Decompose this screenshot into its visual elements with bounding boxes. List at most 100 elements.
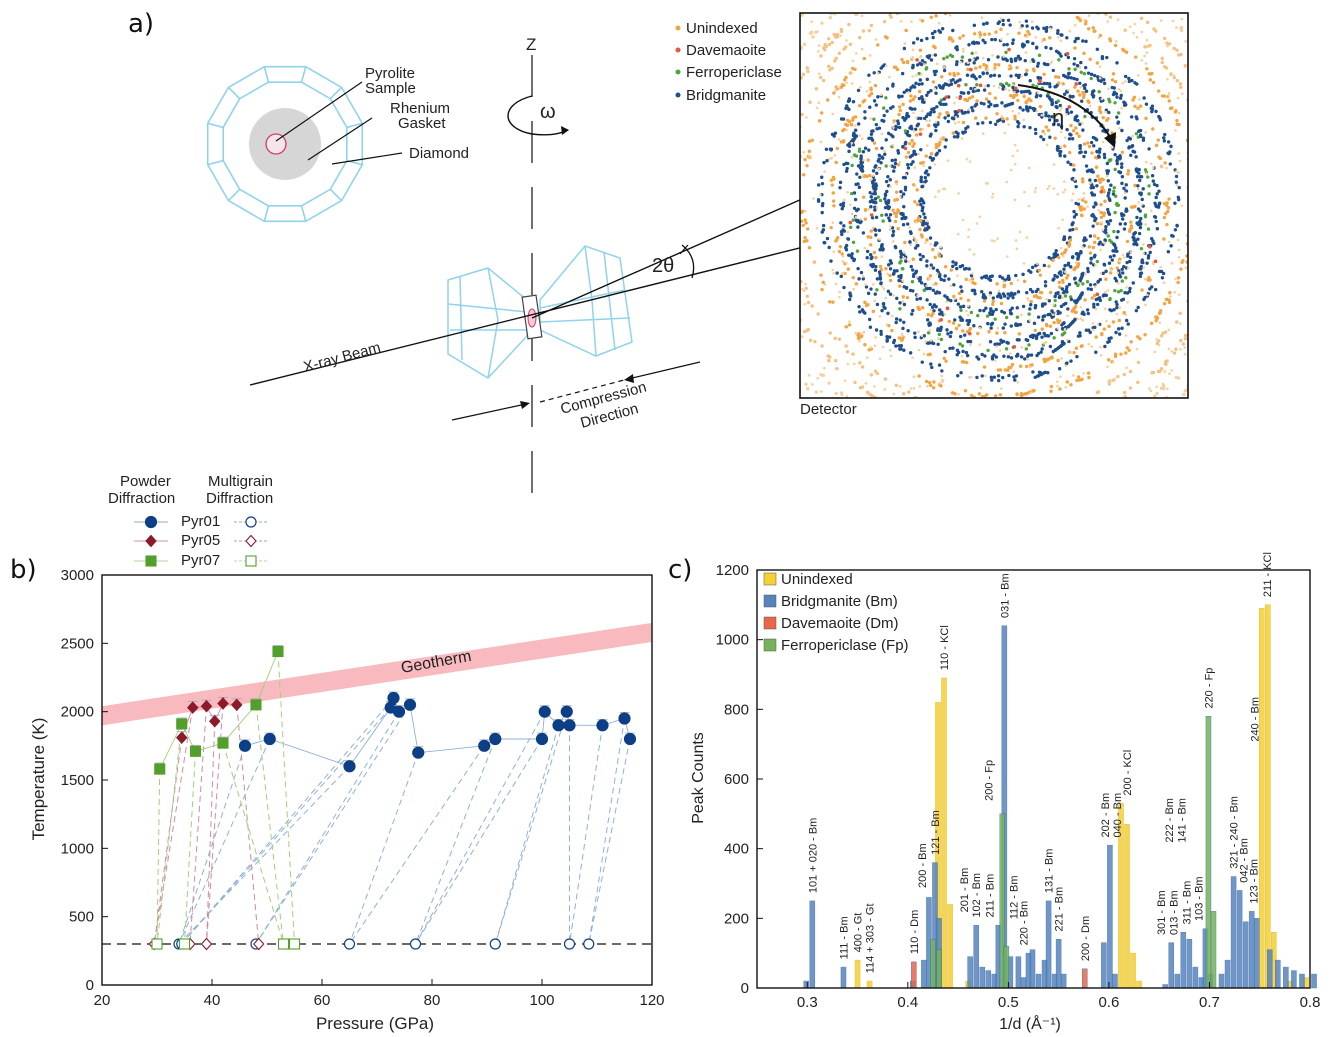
detector-spot [934, 291, 938, 295]
detector-spot [891, 405, 894, 408]
detector-spot [761, 113, 764, 116]
detector-background-spot [937, 251, 940, 255]
detector-spot [1013, 114, 1017, 119]
detector-spot [840, 83, 845, 87]
legend-multigrain-marker [245, 534, 257, 548]
detector-spot [1014, 354, 1019, 358]
detector-spot [1131, 6, 1134, 9]
detector-spot [832, 204, 836, 208]
detector-spot [968, 428, 971, 431]
detector-background-spot [865, 356, 869, 359]
detector-spot [818, 75, 823, 80]
detector-spot [994, 307, 998, 312]
detector-spot [1173, 228, 1178, 232]
detector-spot [1199, 52, 1202, 55]
detector-background-spot [1171, 19, 1175, 23]
detector-spot [770, 342, 773, 345]
detector-background-spot [1078, 66, 1082, 69]
detector-spot [1113, 79, 1118, 84]
detector-spot [1058, 149, 1063, 154]
detector-spot [1102, 152, 1107, 157]
detector-spot [1015, 306, 1019, 310]
detector-spot [1110, 78, 1115, 82]
detector-spot [987, 431, 990, 434]
detector-spot [914, 2, 917, 5]
detector-spot [961, 329, 965, 333]
detector-spot [1140, 288, 1144, 292]
detector-background-spot [1137, 108, 1141, 111]
detector-spot [1145, 20, 1150, 25]
detector-spot [1033, 328, 1037, 333]
detector-spot [1194, 169, 1197, 172]
detector-spot [888, 278, 893, 283]
detector-spot [936, 328, 940, 333]
bar-unindexed [1258, 608, 1265, 989]
pyrolite-label-2: Sample [365, 80, 416, 97]
detector-spot [1162, 215, 1167, 220]
detector-spot [784, 224, 787, 227]
detector-spot [1113, 194, 1118, 198]
detector-spot [1154, 195, 1158, 200]
detector-spot [900, 94, 904, 98]
detector-spot [961, 34, 965, 38]
detector-spot [1134, 115, 1138, 119]
detector-spot [782, 321, 785, 324]
detector-spot [1115, 155, 1120, 160]
detector-spot [894, 214, 898, 219]
detector-background-spot [912, 375, 916, 379]
detector-spot [1023, 72, 1028, 77]
detector-spot [1104, 269, 1108, 274]
detector-background-spot [913, 166, 917, 169]
detector-spot [915, 37, 920, 41]
detector-spot [805, 164, 809, 168]
detector-spot [800, 112, 804, 117]
detector-spot [989, 322, 994, 327]
detector-spot [913, 152, 918, 156]
detector-background-spot [1077, 281, 1080, 284]
detector-spot [1035, 64, 1040, 68]
detector-spot [846, 118, 850, 123]
detector-spot [1086, 311, 1090, 316]
gasket-pointer [307, 117, 373, 161]
detector-spot [1000, 414, 1003, 417]
detector-spot [1143, 295, 1147, 300]
detector-spot [1091, 185, 1096, 190]
detector-spot [926, 312, 931, 317]
detector-spot [739, 274, 742, 277]
detector-spot [913, 335, 917, 340]
detector-spot [1101, 129, 1105, 133]
detector-background-spot [939, 245, 943, 249]
detector-spot [1136, 222, 1141, 227]
detector-background-spot [1003, 131, 1007, 135]
detector-background-spot [965, 157, 969, 161]
detector-spot [920, 184, 924, 189]
detector-background-spot [903, 42, 907, 45]
detector-spot [901, 326, 905, 331]
detector-spot [999, 301, 1004, 306]
powder-point-pyr01 [387, 691, 400, 705]
panel-a-label: a) [128, 9, 154, 39]
detector-spot [1093, 432, 1096, 435]
detector-spot [745, 213, 748, 216]
detector-spot [1150, 285, 1154, 289]
detector-spot [912, 149, 916, 154]
detector-spot [1129, 205, 1134, 209]
detector-spot [875, 127, 879, 131]
detector-spot [1175, 48, 1179, 52]
legend-pyr01: Pyr01 [181, 513, 220, 530]
detector-spot [1039, 135, 1043, 139]
detector-spot [1101, 405, 1104, 408]
detector-spot [827, 64, 831, 69]
detector-background-spot [1046, 187, 1049, 191]
detector-spot [1100, 185, 1105, 190]
bar-bridgmanite [1242, 921, 1249, 989]
detector-spot [867, 136, 871, 140]
detector-spot [975, 444, 978, 447]
legend-bridgmanite: Bridgmanite [686, 87, 766, 104]
detector-spot [732, 156, 735, 159]
detector-davemaoite-spot [915, 58, 919, 62]
detector-spot [1245, 182, 1248, 185]
detector-spot [1150, 107, 1155, 112]
powder-point-pyr05 [209, 714, 221, 728]
detector-spot [943, 7, 946, 10]
